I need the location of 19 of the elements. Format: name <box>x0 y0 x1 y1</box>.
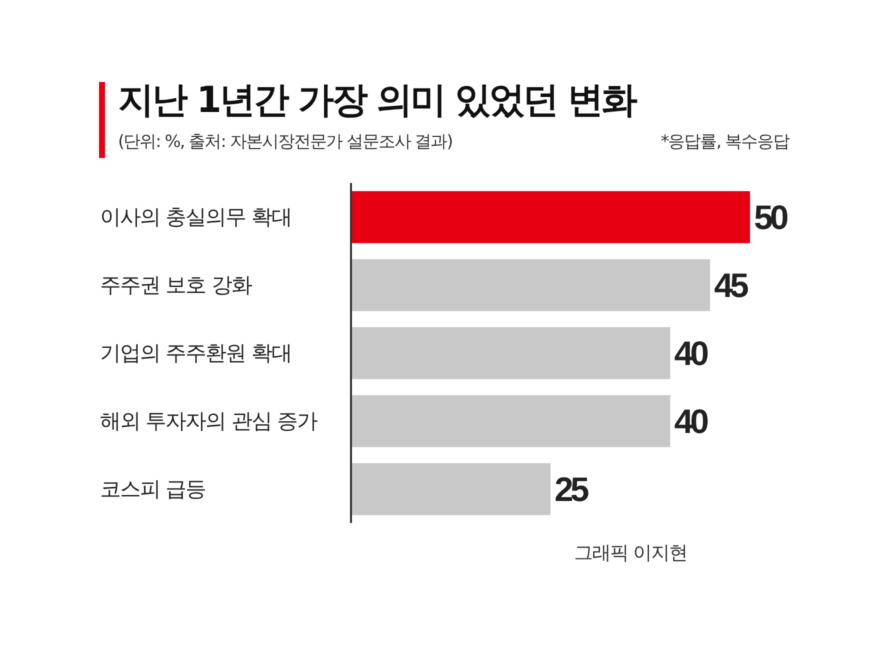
data-label: 40 <box>674 403 708 442</box>
bar <box>351 395 670 448</box>
chart-title: 지난 1년간 가장 의미 있었던 변화 <box>118 79 636 123</box>
bar <box>351 191 750 244</box>
y-tick-label: 기업의 주주환원 확대 <box>100 341 292 365</box>
y-tick-label: 주주권 보호 강화 <box>100 273 252 297</box>
bar <box>351 463 550 516</box>
chart-subtitle: (단위: %, 출처: 자본시장전문가 설문조사 결과) <box>118 131 452 153</box>
y-tick-label: 코스피 급등 <box>100 477 206 501</box>
data-label: 40 <box>674 335 708 374</box>
y-tick-label: 이사의 충실의무 확대 <box>100 205 292 229</box>
data-label: 25 <box>554 471 588 510</box>
bar <box>351 327 670 380</box>
text: 그래픽 이지현 <box>574 541 687 566</box>
data-label: 50 <box>754 199 788 238</box>
data-label: 45 <box>714 267 748 306</box>
bar <box>351 259 710 312</box>
text: *응답률, 복수응답 <box>660 131 789 153</box>
y-tick-label: 해외 투자자의 관심 증가 <box>100 409 318 433</box>
